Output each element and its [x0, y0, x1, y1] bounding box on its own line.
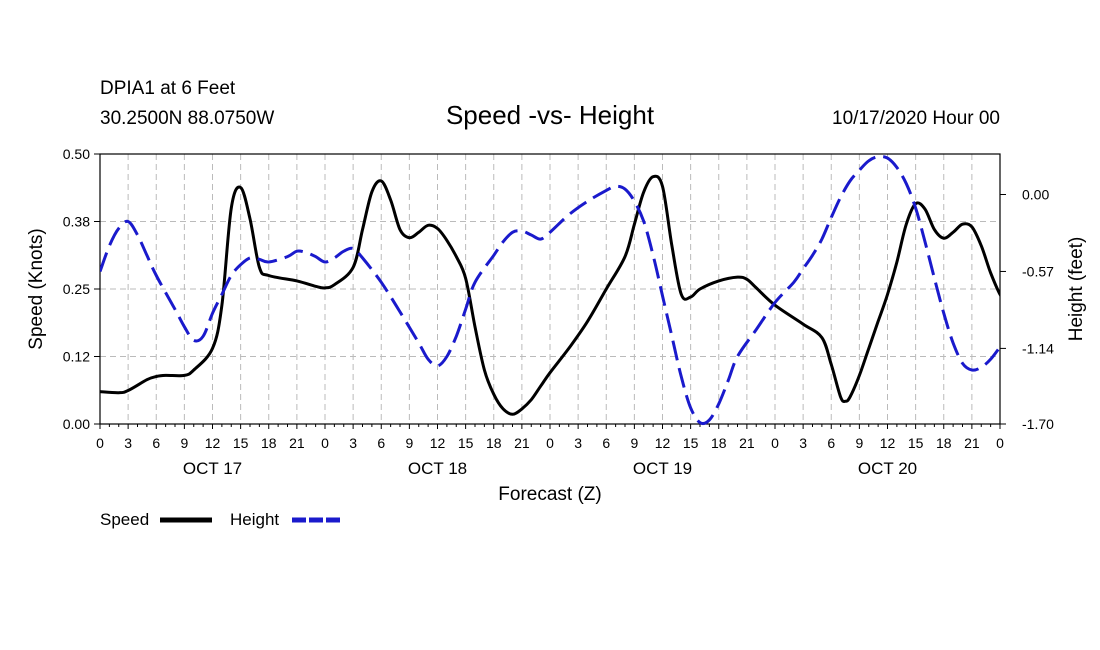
- x-tick-label: 9: [855, 435, 863, 451]
- x-tick-label: 21: [289, 435, 305, 451]
- x-tick-label: 12: [205, 435, 221, 451]
- y-tick-label: 0.38: [63, 214, 90, 230]
- y-tick-label: 0.50: [63, 146, 90, 162]
- legend: Speed Height: [100, 510, 342, 529]
- height-series-line: [100, 154, 1000, 426]
- y-axis-label: Speed (Knots): [26, 228, 47, 349]
- day-label: OCT 18: [408, 459, 467, 478]
- x-tick-label: 9: [180, 435, 188, 451]
- x-tick-label: 0: [96, 435, 104, 451]
- datetime-label: 10/17/2020 Hour 00: [832, 108, 1000, 129]
- x-tick-label: 3: [124, 435, 132, 451]
- x-tick-label: 18: [486, 435, 502, 451]
- x-tick-label: 3: [574, 435, 582, 451]
- x-tick-label: 15: [233, 435, 249, 451]
- y-tick-label: 0.12: [63, 349, 90, 365]
- x-tick-label: 6: [602, 435, 610, 451]
- day-label: OCT 17: [183, 459, 242, 478]
- x-tick-label: 9: [630, 435, 638, 451]
- x-tick-label: 12: [655, 435, 671, 451]
- x-tick-label: 15: [683, 435, 699, 451]
- x-tick-label: 0: [321, 435, 329, 451]
- x-tick-label: 21: [964, 435, 980, 451]
- x-tick-label: 15: [908, 435, 924, 451]
- x-tick-label: 21: [514, 435, 530, 451]
- x-tick-label: 0: [996, 435, 1004, 451]
- x-tick-label: 6: [377, 435, 385, 451]
- location-label: 30.2500N 88.0750W: [100, 108, 274, 129]
- x-tick-label: 3: [799, 435, 807, 451]
- y2-tick-label: -1.14: [1022, 340, 1054, 356]
- x-tick-label: 0: [771, 435, 779, 451]
- legend-speed-label: Speed: [100, 510, 149, 529]
- chart-title: Speed -vs- Height: [446, 100, 655, 130]
- x-tick-label: 12: [880, 435, 896, 451]
- y-tick-label: 0.25: [63, 281, 90, 297]
- x-tick-label: 18: [261, 435, 277, 451]
- y2-axis-label: Height (feet): [1066, 237, 1087, 342]
- station-label: DPIA1 at 6 Feet: [100, 78, 236, 99]
- day-label: OCT 19: [633, 459, 692, 478]
- legend-height-label: Height: [230, 510, 279, 529]
- y2-tick-label: 0.00: [1022, 187, 1049, 203]
- series-lines: [100, 154, 1000, 426]
- x-tick-label: 21: [739, 435, 755, 451]
- x-tick-label: 18: [711, 435, 727, 451]
- y2-tick-label: -1.70: [1022, 416, 1054, 432]
- y2-tick-label: -0.57: [1022, 263, 1054, 279]
- x-tick-label: 12: [430, 435, 446, 451]
- x-tick-label: 3: [349, 435, 357, 451]
- grid: [100, 154, 1000, 424]
- x-tick-label: 6: [152, 435, 160, 451]
- speed-series-line: [100, 174, 1000, 416]
- x-tick-label: 6: [827, 435, 835, 451]
- axis-ticks: 0.00 0.12 0.25 0.38 0.50 0.00 -0.57 -1.14 -1.70 0…: [63, 146, 1054, 478]
- day-label: OCT 20: [858, 459, 917, 478]
- x-tick-label: 9: [405, 435, 413, 451]
- x-tick-label: 0: [546, 435, 554, 451]
- y-tick-label: 0.00: [63, 416, 90, 432]
- x-tick-label: 18: [936, 435, 952, 451]
- x-tick-label: 15: [458, 435, 474, 451]
- x-axis-label: Forecast (Z): [498, 484, 601, 505]
